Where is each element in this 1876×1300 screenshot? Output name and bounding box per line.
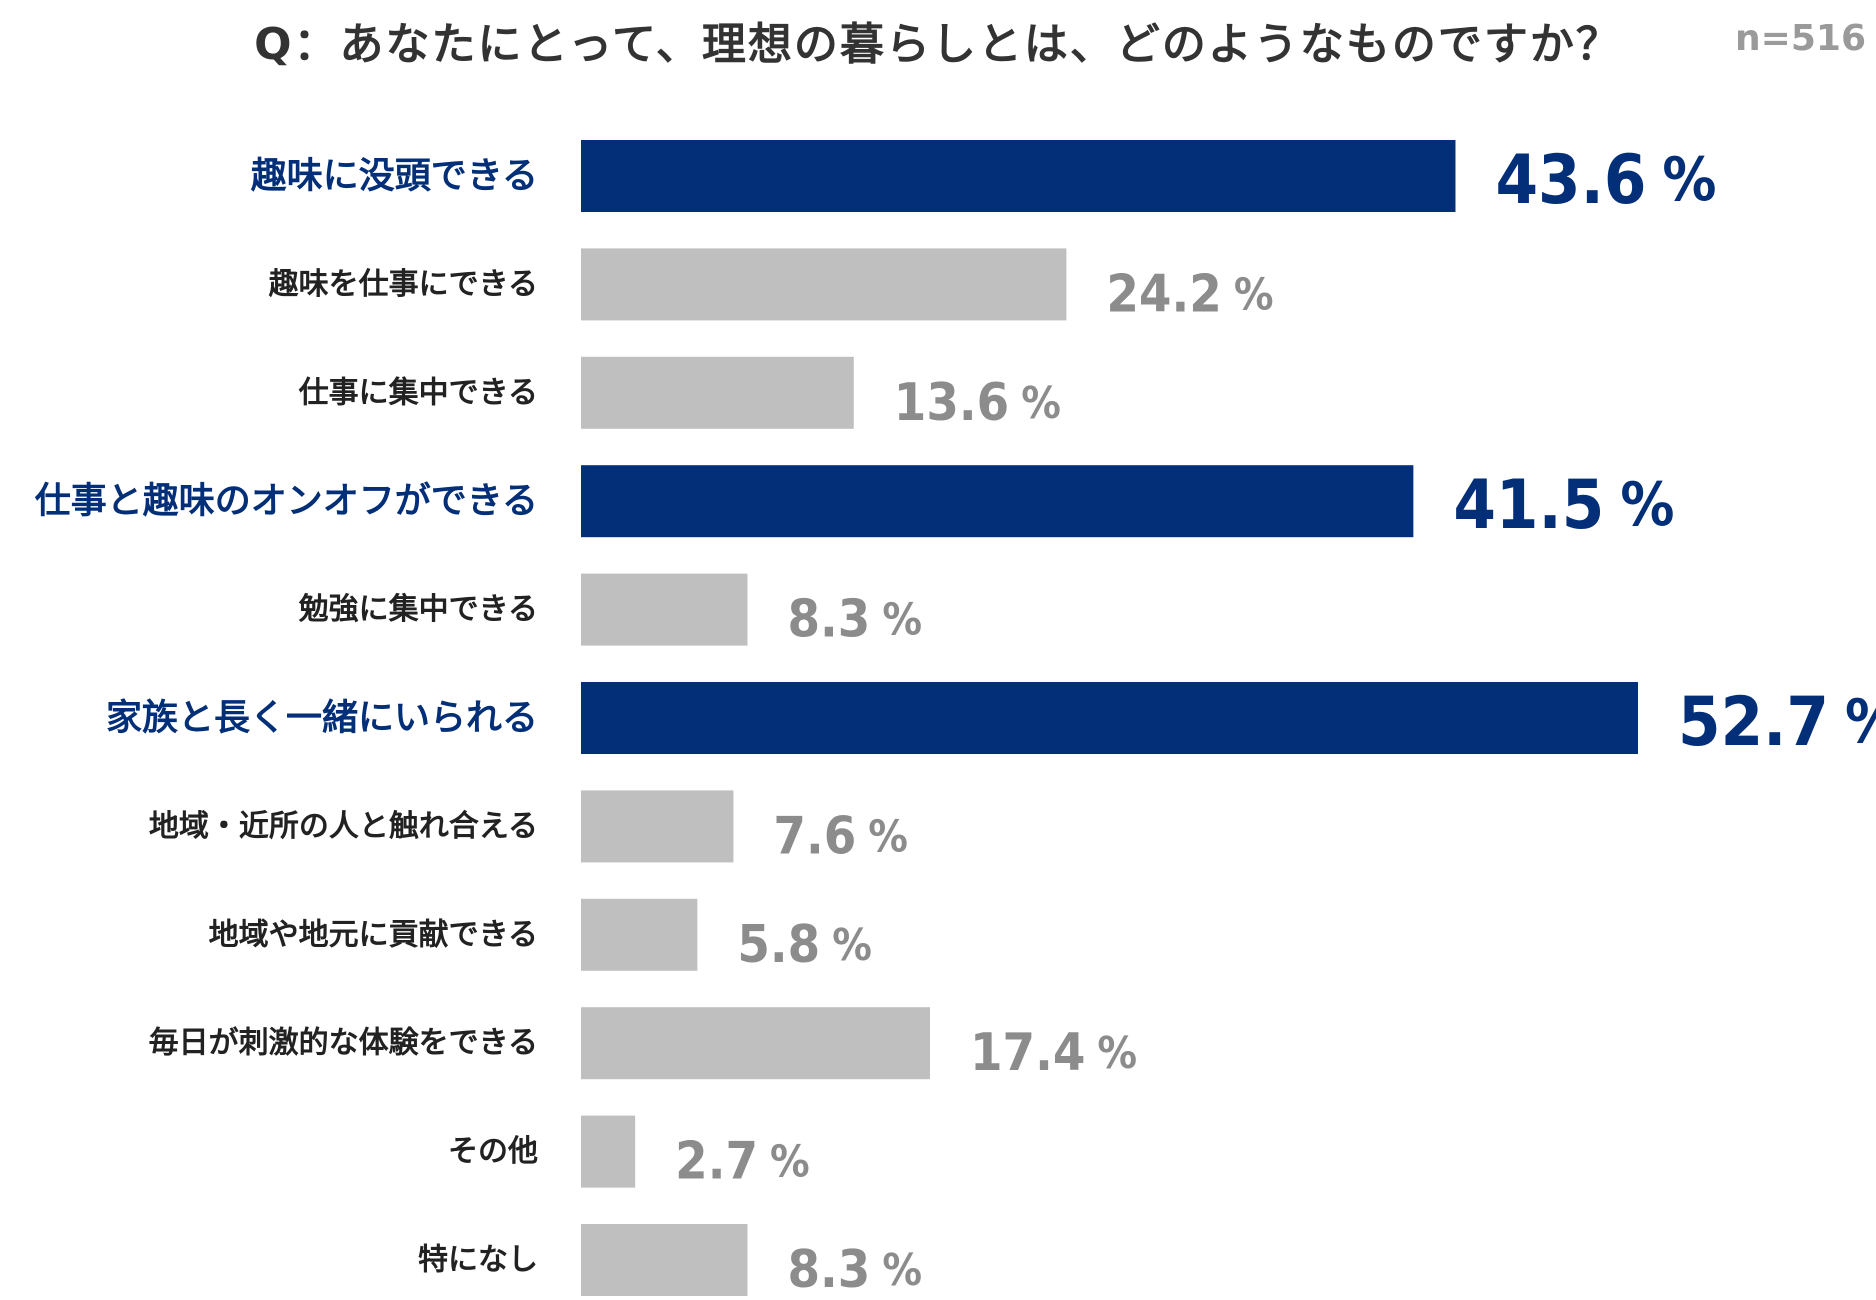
value-label-9: 2.7% (675, 1132, 810, 1192)
value-label-10: 8.3% (787, 1240, 922, 1300)
bar-9 (581, 1115, 636, 1188)
chart-title: Q：あなたにとって、理想の暮らしとは、どのようなものですか？ (254, 19, 1622, 70)
category-label-6: 地域・近所の人と触れ合える (149, 809, 538, 844)
category-label-9: その他 (448, 1134, 538, 1169)
category-label-10: 特になし (418, 1243, 538, 1278)
bar-0 (581, 140, 1456, 212)
bar-2 (581, 356, 854, 429)
value-label-8: 17.4% (970, 1023, 1137, 1083)
value-label-2: 13.6% (894, 373, 1061, 433)
bar-6 (581, 790, 734, 863)
value-label-1: 24.2% (1106, 264, 1273, 324)
category-label-1: 趣味を仕事にできる (269, 267, 538, 302)
category-label-8: 毎日が刺激的な体験をできる (149, 1026, 538, 1061)
bar-5 (581, 682, 1638, 754)
bar-1 (581, 248, 1067, 321)
bar-10 (581, 1224, 748, 1296)
value-label-5: 52.7% (1678, 683, 1876, 762)
value-label-6: 7.6% (773, 806, 908, 866)
category-label-3: 仕事と趣味のオンオフができる (35, 481, 538, 522)
value-label-0: 43.6% (1495, 141, 1716, 220)
category-label-2: 仕事に集中できる (298, 375, 538, 410)
value-label-3: 41.5% (1453, 466, 1674, 545)
bar-7 (581, 898, 698, 971)
value-label-4: 8.3% (787, 590, 922, 650)
category-label-0: 趣味に没頭できる (251, 156, 538, 197)
sample-size: n=516 (1735, 18, 1866, 59)
bar-8 (581, 1007, 930, 1080)
bar-3 (581, 465, 1414, 538)
category-label-4: 勉強に集中できる (298, 592, 538, 627)
bar-4 (581, 573, 748, 646)
category-label-7: 地域や地元に貢献できる (209, 917, 538, 952)
category-label-5: 家族と長く一緒にいられる (106, 698, 538, 739)
value-label-7: 5.8% (737, 915, 872, 975)
